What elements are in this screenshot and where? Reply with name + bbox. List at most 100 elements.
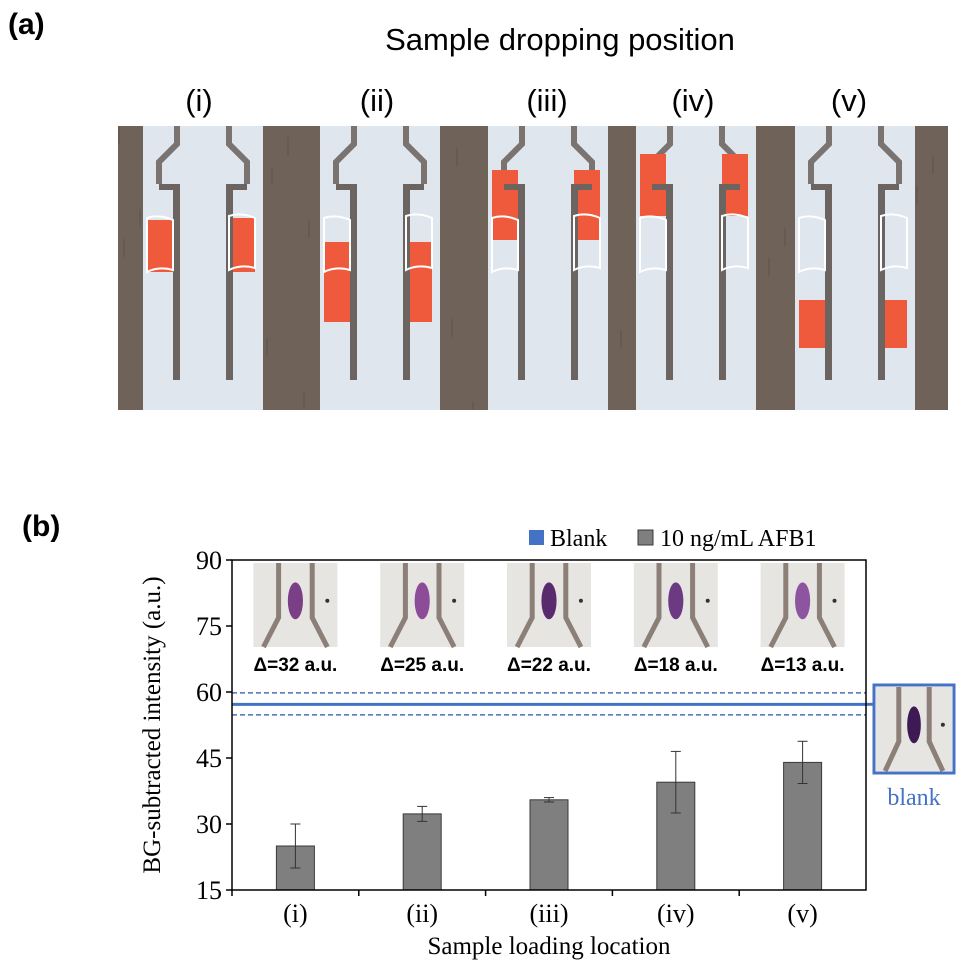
- position-label-ii: (ii): [359, 83, 395, 118]
- test-zone-outline-right: [228, 213, 256, 272]
- wood-grain: [916, 186, 918, 204]
- inset-dot: [832, 598, 837, 603]
- channel-stub-right: [410, 184, 424, 190]
- delta-annotation: Δ=25 a.u.: [380, 655, 464, 676]
- test-zone-outline-left: [491, 215, 519, 274]
- channel-right: [878, 184, 885, 380]
- inset-purple-spot: [907, 706, 921, 744]
- x-tick-label: (iv): [657, 899, 695, 928]
- channel-top-right: [403, 126, 427, 184]
- wood-grain: [139, 209, 141, 227]
- x-axis-label: Sample loading location: [427, 933, 671, 960]
- channel-right: [403, 184, 410, 380]
- result-inset-photo: [760, 563, 845, 649]
- y-tick-label: 75: [196, 612, 222, 641]
- inset-dot: [705, 598, 710, 603]
- delta-annotation: Δ=22 a.u.: [507, 655, 591, 676]
- error-bar: [290, 823, 301, 869]
- channel-right: [719, 184, 726, 380]
- inset-purple-spot: [287, 582, 303, 620]
- error-bar: [670, 750, 681, 814]
- inset-dot: [578, 598, 583, 603]
- inset-channel-right: [436, 563, 457, 649]
- position-label-iii: (iii): [526, 83, 568, 118]
- plot-frame: [231, 559, 867, 891]
- channel-stub-left: [336, 184, 350, 190]
- inset-purple-spot: [541, 582, 557, 620]
- wood-grain: [456, 148, 458, 166]
- inset-channel-left: [641, 563, 662, 649]
- inset-channel-left: [768, 563, 789, 649]
- result-inset-photo: [380, 563, 465, 649]
- channel-top-left: [156, 126, 180, 184]
- x-tick-label: (v): [787, 899, 817, 928]
- y-tick-label: 90: [196, 546, 222, 575]
- channel-right: [226, 184, 233, 380]
- wood-grain: [784, 228, 786, 246]
- legend: Blank 10 ng/mL AFB1: [529, 526, 816, 552]
- channel-left: [350, 184, 357, 380]
- sample-fluid-left: [799, 300, 825, 348]
- delta-annotation: Δ=18 a.u.: [634, 655, 718, 676]
- sample-fluid-right: [406, 242, 432, 322]
- paper-device: [636, 126, 756, 410]
- paper-device: [143, 126, 263, 410]
- x-tick-label: (ii): [406, 899, 438, 928]
- position-label-i: (i): [185, 83, 213, 118]
- wood-grain: [768, 258, 770, 276]
- sample-fluid-left: [324, 242, 350, 322]
- x-tick-label: (iii): [530, 899, 569, 928]
- channel-stub-left: [652, 184, 666, 190]
- test-zone-outline-right: [573, 213, 601, 272]
- inset-purple-spot: [414, 582, 430, 620]
- sample-fluid-right: [881, 300, 907, 348]
- channel-top-right: [878, 126, 902, 184]
- blank-inset-label: blank: [887, 785, 940, 811]
- sample-fluid-left: [492, 170, 518, 240]
- error-bar: [417, 805, 428, 822]
- channel-left: [825, 184, 832, 380]
- wood-grain: [472, 402, 474, 410]
- sample-fluid-right: [574, 170, 600, 240]
- wood-grain: [932, 156, 934, 174]
- channel-left: [518, 184, 525, 380]
- channel-right: [571, 184, 578, 380]
- test-zone-outline-left: [639, 215, 667, 274]
- wood-grain: [287, 137, 289, 155]
- channel-top-right: [226, 126, 250, 184]
- channel-stub-right: [885, 184, 899, 190]
- wood-grain: [451, 319, 453, 337]
- wood-grain: [266, 338, 268, 356]
- position-label-iv: (iv): [671, 83, 715, 118]
- bar: [529, 799, 569, 891]
- inset-channel-right: [816, 563, 837, 649]
- channel-stub-left: [811, 184, 825, 190]
- wood-grain: [620, 330, 622, 348]
- y-tick-label: 60: [196, 678, 222, 707]
- legend-label-blank: Blank: [550, 526, 607, 552]
- inset-channel-right: [309, 563, 330, 649]
- inset-channel-left: [882, 687, 902, 773]
- inset-channel-right: [926, 687, 946, 773]
- test-zone-outline-left: [323, 215, 351, 274]
- channel-left: [666, 184, 673, 380]
- inset-channel-left: [261, 563, 282, 649]
- inset-dot: [325, 598, 330, 603]
- error-bar: [797, 740, 808, 785]
- y-axis-label: BG-subtracted intensity (a.u.): [139, 576, 166, 873]
- panel-a-title: Sample dropping position: [385, 22, 735, 57]
- wood-grain: [271, 167, 273, 185]
- result-inset-photo: [633, 563, 718, 649]
- inset-channel-left: [388, 563, 408, 649]
- channel-left: [173, 184, 180, 380]
- inset-channel-right: [690, 563, 710, 649]
- test-zone-outline-right: [405, 213, 433, 272]
- wood-grain: [118, 126, 120, 144]
- test-zone-outline-left: [146, 215, 174, 274]
- sample-dropping-photo: [118, 126, 948, 410]
- sample-fluid-right: [229, 218, 255, 272]
- panel-a-label: (a): [8, 8, 45, 41]
- test-zone-outline-right: [721, 213, 749, 272]
- error-bar: [544, 797, 554, 803]
- y-tick-label: 15: [196, 876, 222, 905]
